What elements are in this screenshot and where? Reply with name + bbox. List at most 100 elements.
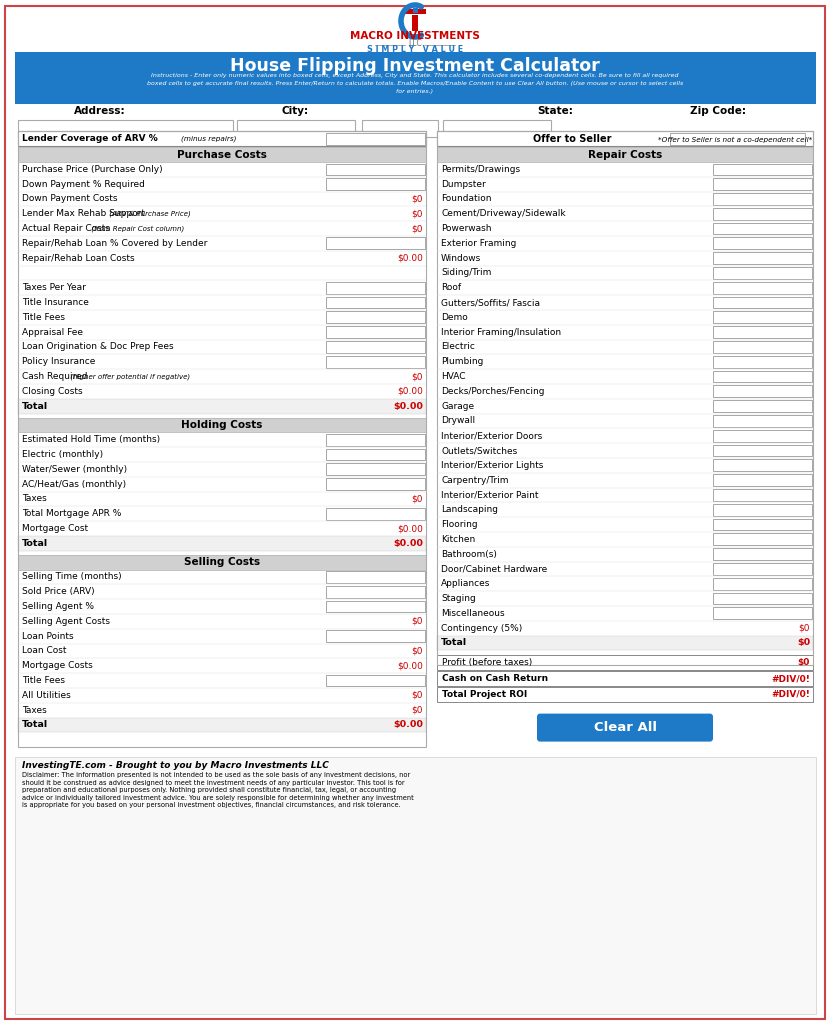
Bar <box>18 555 426 569</box>
Text: Cement/Driveway/Sidewalk: Cement/Driveway/Sidewalk <box>441 209 566 218</box>
Bar <box>713 489 812 501</box>
Bar <box>326 434 425 445</box>
Bar <box>326 586 425 598</box>
Bar <box>326 297 425 308</box>
Text: Title Fees: Title Fees <box>22 676 65 685</box>
Text: Decks/Porches/Fencing: Decks/Porches/Fencing <box>441 387 544 396</box>
Bar <box>326 508 425 520</box>
Text: should it be construed as advice designed to meet the investment needs of any pa: should it be construed as advice designe… <box>22 779 405 785</box>
Text: Interior/Exterior Doors: Interior/Exterior Doors <box>441 431 543 440</box>
Bar <box>713 327 812 338</box>
Text: Siding/Trim: Siding/Trim <box>441 268 491 278</box>
Text: Taxes: Taxes <box>22 495 47 504</box>
Text: City:: City: <box>282 106 308 116</box>
Bar <box>713 222 812 234</box>
Bar <box>326 601 425 612</box>
Text: Door/Cabinet Hardware: Door/Cabinet Hardware <box>441 564 548 573</box>
Text: Total Project ROI: Total Project ROI <box>442 690 527 699</box>
Text: Windows: Windows <box>441 254 481 263</box>
Bar <box>713 607 812 620</box>
Text: Interior/Exterior Lights: Interior/Exterior Lights <box>441 461 543 470</box>
Text: Loan Points: Loan Points <box>22 632 74 641</box>
Text: Total Mortgage APR %: Total Mortgage APR % <box>22 509 121 518</box>
Text: $0.00: $0.00 <box>393 401 423 411</box>
Text: $0: $0 <box>411 195 423 204</box>
Text: $0.00: $0.00 <box>397 387 423 396</box>
Text: $0.00: $0.00 <box>393 539 423 548</box>
Text: AC/Heat/Gas (monthly): AC/Heat/Gas (monthly) <box>22 479 126 488</box>
Text: Permits/Drawings: Permits/Drawings <box>441 165 520 174</box>
Bar <box>713 430 812 441</box>
Text: Appliances: Appliances <box>441 580 490 589</box>
Text: $0: $0 <box>411 646 423 655</box>
Bar <box>18 398 426 414</box>
Text: Title Fees: Title Fees <box>22 313 65 322</box>
Bar <box>326 164 425 175</box>
Bar <box>713 238 812 249</box>
Bar <box>437 131 813 666</box>
Text: Drywall: Drywall <box>441 417 475 426</box>
Bar <box>713 267 812 279</box>
Bar <box>326 449 425 461</box>
Text: Offer to Seller: Offer to Seller <box>534 133 612 143</box>
Text: Holding Costs: Holding Costs <box>181 420 263 430</box>
Bar <box>713 444 812 457</box>
Bar <box>326 675 425 686</box>
Bar <box>713 164 812 175</box>
Text: Miscellaneous: Miscellaneous <box>441 609 504 617</box>
Bar <box>326 464 425 475</box>
Bar <box>713 252 812 264</box>
Bar <box>237 120 355 137</box>
Text: MACRO INVESTMENTS: MACRO INVESTMENTS <box>350 31 480 41</box>
Text: Roof: Roof <box>441 284 461 292</box>
Bar <box>713 563 812 574</box>
Bar <box>713 460 812 471</box>
Text: Selling Agent %: Selling Agent % <box>22 602 94 611</box>
Text: Demo: Demo <box>441 313 468 322</box>
Text: $0: $0 <box>411 495 423 504</box>
Bar <box>437 147 813 162</box>
Text: $0.00: $0.00 <box>397 662 423 671</box>
Bar <box>713 548 812 560</box>
Text: Policy Insurance: Policy Insurance <box>22 357 96 367</box>
Text: Electric: Electric <box>441 342 475 351</box>
Text: Dumpster: Dumpster <box>441 179 486 188</box>
Bar <box>437 131 813 146</box>
Text: S I M P L Y   V A L U E: S I M P L Y V A L U E <box>367 45 463 54</box>
Text: Purchase Price (Purchase Only): Purchase Price (Purchase Only) <box>22 165 163 174</box>
Text: $0.00: $0.00 <box>397 254 423 263</box>
Bar <box>713 341 812 353</box>
Text: Actual Repair Costs: Actual Repair Costs <box>22 224 110 233</box>
Text: Selling Time (months): Selling Time (months) <box>22 572 121 582</box>
Text: Repair Costs: Repair Costs <box>588 150 662 160</box>
Text: Title Insurance: Title Insurance <box>22 298 89 307</box>
Bar <box>713 194 812 205</box>
Text: Purchase Costs: Purchase Costs <box>177 150 267 160</box>
Text: $0: $0 <box>411 616 423 626</box>
Bar <box>437 687 813 701</box>
Bar <box>326 327 425 338</box>
Text: Bathroom(s): Bathroom(s) <box>441 550 497 559</box>
Text: Total: Total <box>22 401 48 411</box>
Bar <box>437 636 813 650</box>
Bar <box>713 297 812 308</box>
Bar <box>713 504 812 516</box>
Bar <box>326 631 425 642</box>
Bar <box>713 400 812 412</box>
FancyBboxPatch shape <box>537 714 713 741</box>
Text: Selling Costs: Selling Costs <box>184 557 260 567</box>
Text: Foundation: Foundation <box>441 195 491 204</box>
Bar <box>713 578 812 590</box>
Bar <box>326 238 425 249</box>
Text: $0: $0 <box>411 691 423 699</box>
Text: Selling Agent Costs: Selling Agent Costs <box>22 616 110 626</box>
Text: $0.00: $0.00 <box>397 524 423 534</box>
Bar <box>15 757 816 1014</box>
Text: Total: Total <box>441 639 467 647</box>
Text: HVAC: HVAC <box>441 372 465 381</box>
Text: Total: Total <box>22 721 48 729</box>
Bar <box>670 132 805 144</box>
Text: Clear All: Clear All <box>593 721 656 734</box>
Text: Powerwash: Powerwash <box>441 224 491 233</box>
Text: $0: $0 <box>798 658 810 668</box>
